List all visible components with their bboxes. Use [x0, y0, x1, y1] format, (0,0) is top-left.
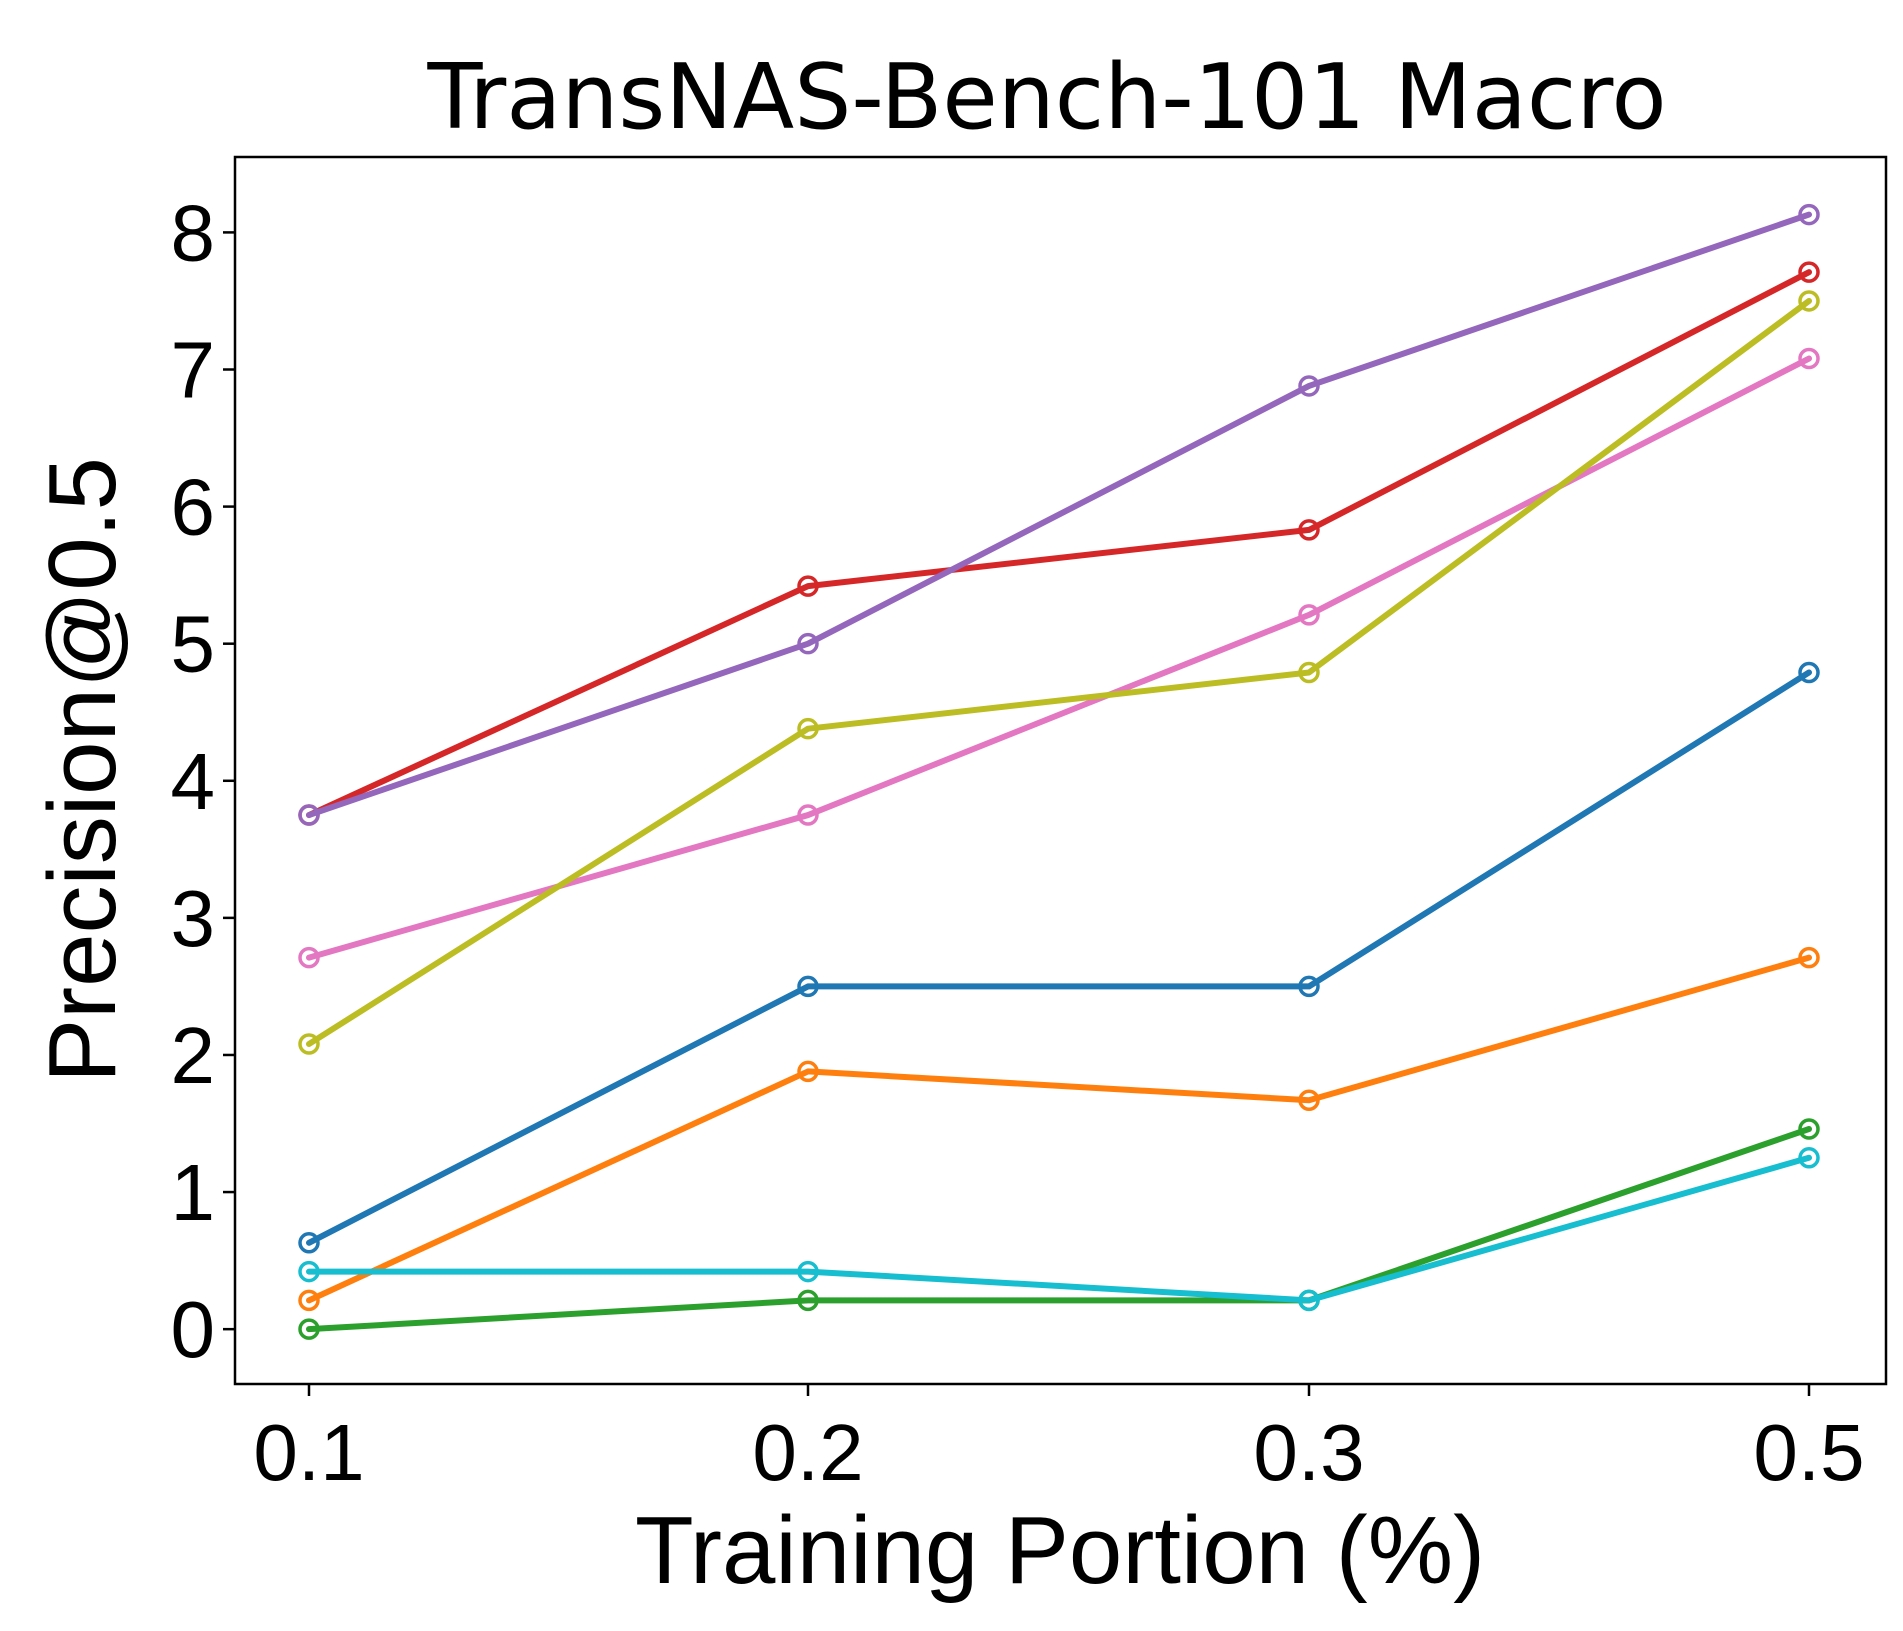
series-1-point-0.3	[1298, 975, 1320, 998]
series-1-point-0.5	[1798, 661, 1820, 684]
series-2-point-0.5	[1798, 946, 1820, 969]
x-axis: 0.1 0.2 0.3 0.5	[253, 1384, 1865, 1497]
series-8-point-0.5	[1798, 1147, 1820, 1169]
series-3-point-0.1	[298, 1318, 320, 1340]
series-7	[298, 290, 1820, 1055]
series-3-line	[306, 1126, 1812, 1333]
series-1-point-0.1	[298, 1232, 320, 1254]
series-layer	[298, 203, 1820, 1340]
series-2-point-0.2	[797, 1060, 819, 1083]
y-tick-label: 0	[171, 1285, 216, 1374]
series-7-line	[306, 297, 1812, 1048]
series-1-point-0.2	[797, 975, 819, 998]
x-tick-label: 0.3	[1253, 1408, 1364, 1497]
series-8-line	[306, 1154, 1812, 1304]
y-tick-label: 6	[171, 463, 216, 552]
series-5-point-0.5	[1798, 203, 1820, 226]
series-6-line	[306, 355, 1812, 961]
series-8	[298, 1147, 1820, 1312]
y-tick-label: 4	[171, 737, 216, 826]
y-axis-title: Precision@0.5	[29, 457, 136, 1083]
series-4-point-0.3	[1298, 519, 1320, 541]
chart-title: TransNAS-Bench-101 Macro	[426, 45, 1666, 150]
series-7-point-0.2	[797, 717, 819, 740]
series-6	[298, 347, 1820, 969]
series-7-point-0.1	[298, 1033, 320, 1055]
series-5	[298, 203, 1820, 826]
series-8-point-0.1	[298, 1260, 320, 1283]
y-tick-label: 3	[171, 874, 216, 963]
y-tick-label: 7	[171, 325, 216, 414]
series-2-line	[306, 954, 1812, 1304]
series-3-point-0.2	[797, 1289, 819, 1312]
series-6-point-0.5	[1798, 347, 1820, 370]
series-3-point-0.5	[1798, 1118, 1820, 1140]
x-tick-label: 0.1	[253, 1408, 364, 1497]
series-4-line	[306, 269, 1812, 819]
series-2-point-0.3	[1298, 1089, 1320, 1111]
series-8-point-0.3	[1298, 1289, 1320, 1312]
plot-area-frame	[233, 155, 1888, 1386]
series-3	[298, 1118, 1820, 1340]
series-5-line	[306, 211, 1812, 819]
series-6-point-0.1	[298, 946, 320, 969]
series-8-point-0.2	[797, 1260, 819, 1283]
series-4-point-0.5	[1798, 261, 1820, 283]
y-tick-label: 2	[171, 1011, 216, 1100]
series-2-point-0.1	[298, 1289, 320, 1312]
series-6-point-0.2	[797, 804, 819, 826]
series-7-point-0.3	[1298, 661, 1320, 684]
series-4-point-0.2	[797, 575, 819, 597]
x-axis-title: Training Portion (%)	[635, 1497, 1485, 1604]
y-axis: 0 1 2 3 4 5 6 7 8	[171, 188, 235, 1374]
y-tick-label: 8	[171, 188, 216, 277]
y-tick-label: 1	[171, 1148, 216, 1237]
series-5-point-0.2	[797, 632, 819, 655]
series-7-point-0.5	[1798, 290, 1820, 312]
x-tick-label: 0.2	[752, 1408, 863, 1497]
series-2	[298, 946, 1820, 1312]
y-tick-label: 5	[171, 600, 216, 689]
series-1-line	[306, 669, 1812, 1246]
series-5-point-0.1	[298, 804, 320, 826]
x-tick-label: 0.5	[1753, 1408, 1864, 1497]
series-1	[298, 661, 1820, 1254]
series-6-point-0.3	[1298, 604, 1320, 626]
series-5-point-0.3	[1298, 375, 1320, 397]
